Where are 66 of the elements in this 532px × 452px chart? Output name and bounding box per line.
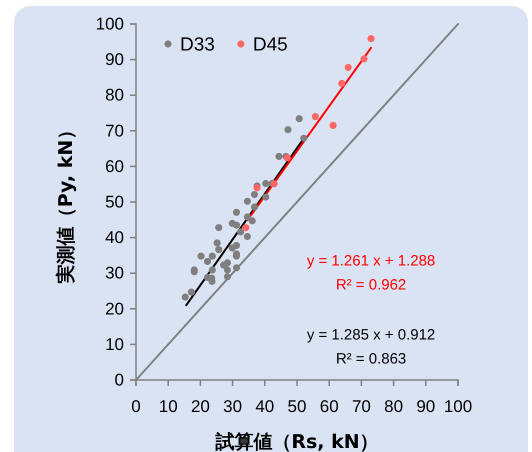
point — [208, 252, 216, 260]
y-axis-title: 実測値（Py, kN） — [55, 120, 77, 284]
x-tick-label: 10 — [158, 397, 178, 416]
point — [284, 126, 292, 134]
point — [244, 232, 251, 240]
x-tick-label: 40 — [255, 397, 274, 416]
point — [296, 115, 303, 122]
x-tick-label: 100 — [444, 397, 472, 416]
x-tick-label: 30 — [223, 397, 242, 416]
point — [232, 242, 240, 249]
x-tick-label: 90 — [416, 397, 436, 416]
annotation: y = 1.285 x + 0.912 — [306, 326, 436, 344]
point — [344, 64, 352, 71]
point — [244, 213, 251, 221]
annotation: y = 1.261 x + 1.288 — [306, 252, 436, 270]
x-tick-label: 60 — [320, 397, 339, 416]
y-tick-label: 0 — [114, 370, 124, 390]
point — [338, 80, 346, 88]
point — [232, 222, 240, 229]
point — [232, 208, 240, 216]
y-tick-label: 50 — [105, 192, 124, 212]
point — [215, 246, 222, 254]
point — [204, 258, 212, 266]
point — [208, 266, 216, 274]
point — [248, 217, 256, 224]
y-tick-label: 30 — [105, 264, 124, 283]
point — [312, 113, 319, 120]
point — [262, 193, 270, 201]
y-tick-label: 80 — [105, 86, 124, 105]
annotation: R² = 0.863 — [336, 350, 406, 368]
point — [250, 203, 258, 211]
point — [300, 134, 308, 142]
legend-label: D45 — [252, 34, 288, 56]
point — [262, 180, 270, 188]
point — [275, 152, 283, 160]
y-tick-label: 90 — [105, 50, 124, 70]
point — [182, 293, 189, 301]
legend-label: D33 — [180, 34, 215, 56]
point — [242, 224, 250, 232]
point — [188, 288, 195, 296]
point — [367, 35, 375, 42]
x-tick-label: 20 — [190, 397, 210, 416]
x-tick-label: 80 — [384, 397, 404, 416]
y-tick-label: 100 — [96, 14, 124, 34]
point — [214, 239, 221, 246]
point — [224, 273, 232, 280]
point — [329, 122, 337, 130]
y-tick-label: 70 — [105, 121, 124, 140]
point — [197, 252, 205, 260]
y-tick-label: 60 — [105, 156, 124, 176]
point — [224, 259, 232, 266]
point — [237, 228, 244, 236]
y-tick-label: 40 — [105, 228, 124, 248]
y-tick-label: 20 — [105, 299, 124, 318]
point — [232, 264, 240, 272]
y-tick-label: 10 — [105, 334, 124, 354]
x-axis-title: 試算値（Rs, kN） — [214, 431, 379, 452]
annotation: R² = 0.962 — [336, 276, 406, 294]
point — [244, 198, 251, 205]
point — [360, 55, 368, 62]
x-tick-label: 70 — [352, 397, 371, 416]
point — [250, 190, 258, 198]
point — [224, 266, 232, 274]
x-tick-label: 0 — [131, 397, 141, 416]
point — [215, 224, 222, 232]
x-tick-label: 50 — [288, 397, 306, 416]
